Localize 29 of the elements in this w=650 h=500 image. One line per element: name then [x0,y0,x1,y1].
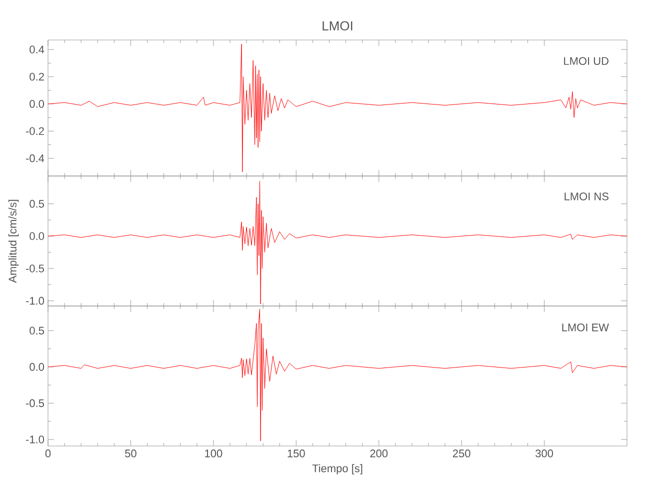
y-axis-title: Amplitud [cm/s/s] [8,200,19,283]
y-tick-label: 0.5 [30,200,44,208]
x-tick-label: 50 [125,450,136,458]
y-tick-label: -1.0 [26,436,44,444]
y-tick-label: 0.4 [30,46,44,54]
y-tick-label: -0.2 [26,127,44,136]
line-series [48,308,627,442]
x-tick-label: 300 [536,450,554,458]
line-series [48,180,627,304]
y-tick-label: -0.4 [26,154,44,162]
annotation: LMOI NS [564,192,608,200]
x-axis-title: Tiempo [s] [312,464,362,474]
y-tick-label: 0.5 [30,326,44,335]
y-tick-label: 0.0 [30,100,44,108]
y-tick-label: 0.0 [30,363,44,371]
y-tick-label: -0.5 [26,264,44,272]
y-tick-label: 0.2 [30,72,44,81]
chart-title: LMOI [322,21,352,30]
y-tick-label: 0.0 [30,232,44,240]
line-series [48,44,627,172]
x-tick-label: 100 [205,450,222,458]
annotation: LMOI UD [564,57,608,65]
y-tick-label: -0.5 [26,399,44,408]
annotation: LMOI EW [562,324,609,332]
x-tick-label: 150 [288,450,305,458]
x-tick-label: 0 [45,450,51,458]
x-tick-label: 250 [452,450,470,458]
y-tick-label: -1.0 [26,296,44,305]
x-tick-label: 200 [370,450,388,458]
